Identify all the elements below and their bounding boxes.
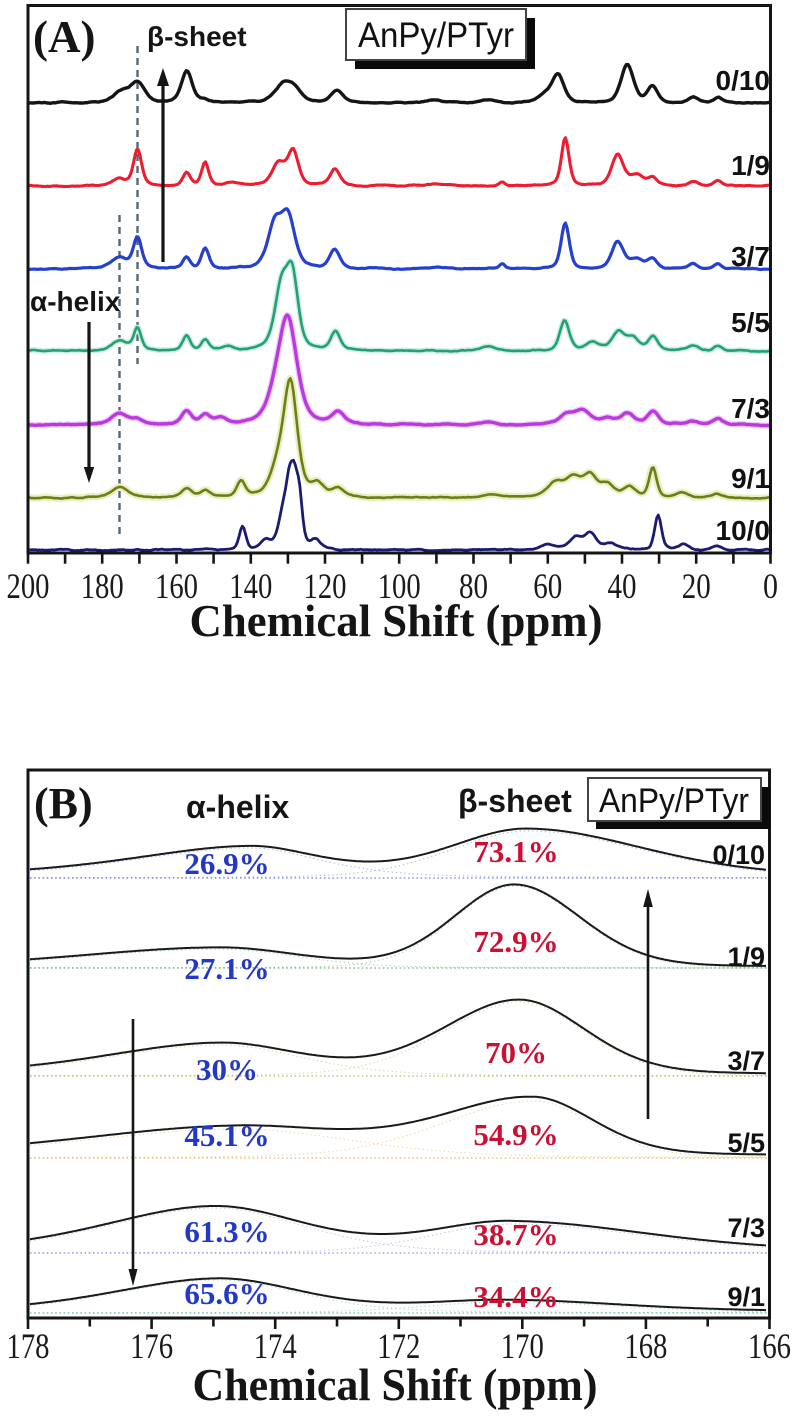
svg-text:100: 100 [378,566,421,606]
svg-text:176: 176 [130,1326,173,1366]
svg-text:7/3: 7/3 [727,1213,765,1243]
svg-text:65.6%: 65.6% [184,1276,269,1311]
svg-text:AnPy/PTyr: AnPy/PTyr [599,782,749,820]
svg-text:Chemical Shift (ppm): Chemical Shift (ppm) [193,1360,598,1410]
svg-text:120: 120 [304,566,347,606]
svg-text:α-helix: α-helix [30,286,121,317]
svg-text:80: 80 [459,566,488,606]
svg-text:26.9%: 26.9% [184,846,269,881]
svg-text:72.9%: 72.9% [473,924,558,959]
svg-text:0/10: 0/10 [712,840,765,870]
svg-text:9/1: 9/1 [727,1282,765,1312]
svg-text:73.1%: 73.1% [473,834,558,869]
svg-text:AnPy/PTyr: AnPy/PTyr [358,16,514,55]
svg-text:10/0: 10/0 [716,515,771,546]
svg-text:200: 200 [7,566,50,606]
svg-text:1/9: 1/9 [727,942,765,972]
svg-text:20: 20 [682,566,711,606]
svg-text:168: 168 [624,1326,667,1366]
svg-text:45.1%: 45.1% [184,1118,269,1153]
svg-text:β-sheet: β-sheet [147,21,247,52]
svg-text:7/3: 7/3 [731,393,770,424]
svg-text:1/9: 1/9 [731,150,770,181]
svg-text:0: 0 [763,566,778,606]
svg-text:54.9%: 54.9% [473,1117,558,1152]
svg-text:40: 40 [608,566,637,606]
svg-text:180: 180 [81,566,124,606]
svg-text:60: 60 [533,566,562,606]
svg-text:3/7: 3/7 [727,1046,765,1076]
svg-text:172: 172 [377,1326,420,1366]
svg-text:9/1: 9/1 [731,463,770,494]
svg-text:140: 140 [229,566,272,606]
svg-text:70%: 70% [485,1035,547,1070]
svg-text:61.3%: 61.3% [184,1214,269,1249]
svg-text:α-helix: α-helix [186,789,289,825]
svg-text:166: 166 [748,1326,791,1366]
svg-text:5/5: 5/5 [727,1128,765,1158]
svg-text:30%: 30% [196,1052,258,1087]
svg-text:38.7%: 38.7% [473,1217,558,1252]
svg-text:Chemical Shift (ppm): Chemical Shift (ppm) [190,596,603,646]
svg-text:(B): (B) [34,779,93,828]
svg-text:3/7: 3/7 [731,241,770,272]
svg-text:0/10: 0/10 [716,65,771,96]
svg-text:(A): (A) [33,12,95,62]
svg-text:174: 174 [254,1326,297,1366]
svg-text:170: 170 [501,1326,544,1366]
svg-text:27.1%: 27.1% [184,951,269,986]
svg-text:160: 160 [155,566,198,606]
svg-text:5/5: 5/5 [731,307,770,338]
svg-text:β-sheet: β-sheet [458,783,572,819]
svg-text:34.4%: 34.4% [473,1279,558,1314]
svg-text:178: 178 [7,1326,50,1366]
